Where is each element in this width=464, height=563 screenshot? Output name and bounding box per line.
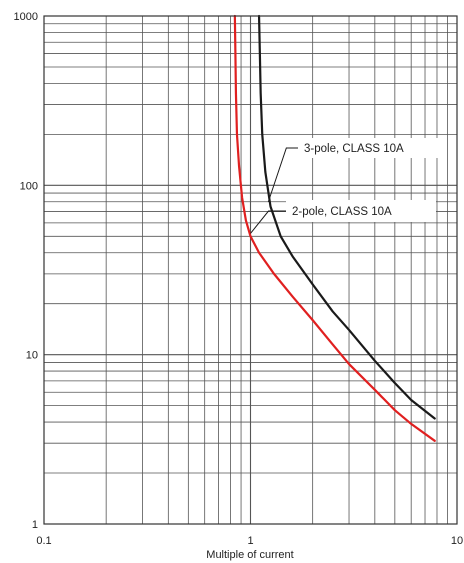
annotation-label: 3-pole, CLASS 10A: [304, 143, 404, 155]
x-tick-label: 10: [451, 535, 463, 547]
series-line-3-pole: [257, 14, 436, 420]
annotation-group: 3-pole, CLASS 10A 2-pole, CLASS 10A: [250, 138, 444, 234]
annotation-box: [298, 138, 444, 158]
y-tick-label: 100: [20, 180, 38, 192]
x-axis-title: Multiple of current: [206, 549, 293, 561]
tick-label-group: 0.1 1 10 1 10 100 1000: [14, 11, 464, 547]
series-line-2-pole: [233, 14, 436, 442]
x-tick-label: 0.1: [36, 535, 51, 547]
grid: [44, 16, 457, 524]
x-tick-label: 1: [247, 535, 253, 547]
plot-frame: [43, 15, 458, 525]
annotation-box: [286, 200, 436, 222]
series-group: [233, 14, 436, 442]
annotation-label: 2-pole, CLASS 10A: [292, 206, 392, 218]
annotation-leader: [267, 147, 298, 202]
y-tick-label: 1: [32, 519, 38, 531]
y-tick-label: 1000: [14, 11, 38, 23]
annotation-leader: [250, 210, 286, 234]
y-tick-label: 10: [26, 350, 38, 362]
